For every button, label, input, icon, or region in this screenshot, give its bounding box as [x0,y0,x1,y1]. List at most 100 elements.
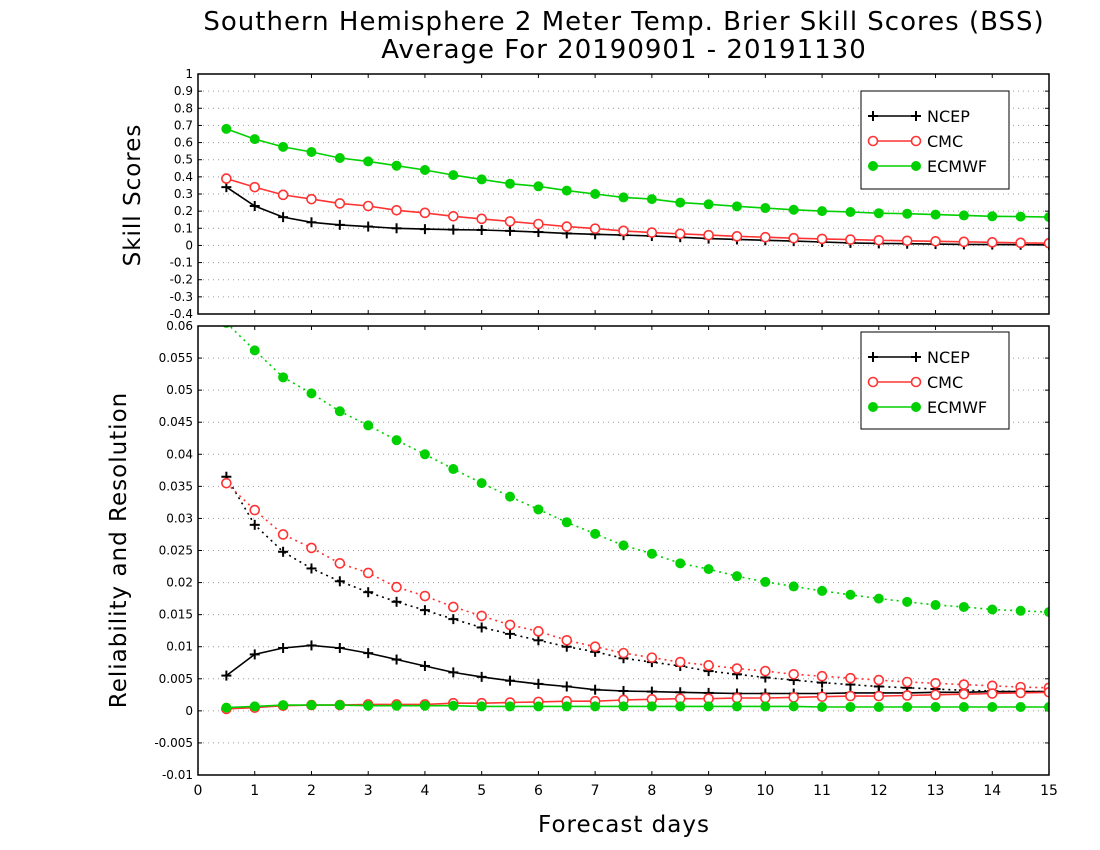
x-tick-label: 10 [756,783,774,799]
series-ecmwf-resolution-point [1015,605,1026,616]
series-ncep-point [334,219,345,230]
x-tick-label: 8 [647,783,656,799]
series-ncep-reliability-point [334,642,345,653]
series-ecmwf-point [249,134,260,145]
bottom-y-axis-label: Reliability and Resolution [106,392,132,708]
series-ecmwf-point [590,189,601,199]
series-cmc-point [334,198,346,209]
x-tick-label: 6 [534,783,543,799]
series-ecmwf-reliability-point [873,702,884,713]
plot-frame [197,73,1050,315]
series-cmc-point [476,213,487,225]
series-ecmwf-reliability-point [703,701,714,712]
series-ecmwf-resolution-point [561,517,572,528]
y-tick-label: 0.9 [174,84,193,98]
series-cmc-point [958,236,970,248]
series-ecmwf-resolution-point [448,464,459,475]
series-cmc-resolution-point [419,590,431,602]
series-cmc-resolution-point [476,610,487,622]
series-ecmwf-resolution-point [618,540,629,551]
series-cmc-point [901,235,913,247]
series-ecmwf-resolution-point [731,571,742,582]
series-cmc-point [1043,237,1049,249]
series-ecmwf-reliability-point [391,700,402,711]
series-ecmwf-point [987,211,998,222]
series-cmc-point [306,193,317,205]
series-ecmwf-resolution-point [1044,607,1049,618]
series-cmc-resolution-point [589,641,601,653]
series-ncep-resolution-point [448,614,459,625]
series-cmc-resolution-point [873,674,885,686]
series-ecmwf-point [731,201,742,212]
series-ecmwf-point [703,199,714,210]
y-tick-label: 0.1 [174,221,193,235]
y-tick-label: 0.06 [166,319,193,333]
series-ecmwf-resolution-point [646,548,657,559]
series-cmc-resolution-point [306,542,317,554]
series-ecmwf-reliability-point [1044,702,1049,713]
series-ecmwf-point [561,185,572,196]
series-cmc-point [533,218,544,230]
series-cmc-reliability-point [731,692,743,704]
y-tick-label: 0.2 [174,204,193,218]
series-cmc-point [589,223,601,234]
series-cmc-resolution-point [277,529,289,540]
series-cmc-point [249,181,261,193]
series-ecmwf-reliability-point [987,702,998,713]
series-cmc-point [788,232,800,244]
series-ncep-resolution-point [249,519,260,530]
series-ncep-point [448,224,459,235]
series-ncep-reliability-point [505,675,516,686]
series-cmc-point [674,228,686,240]
series-ecmwf-resolution-point [902,596,913,607]
series-cmc-resolution-point [816,670,828,682]
series-cmc-resolution-point [901,676,913,688]
series-cmc-point [816,233,828,245]
series-ecmwf-point [419,165,430,175]
series-cmc-resolution-point [845,672,856,684]
series-cmc-resolution-point [703,660,714,671]
series-cmc-point [986,237,998,248]
y-tick-label: 0.045 [159,415,193,429]
series-ecmwf-reliability-point [278,700,289,711]
series-ncep-reliability-point [590,684,601,695]
chart-title-line2: Average For 20190901 - 20191130 [381,35,867,65]
series-ncep-resolution-point [391,596,402,607]
series-cmc-reliability-point [1015,687,1026,699]
legend-box [860,331,1010,430]
series-ncep-reliability-point [363,648,374,659]
legend-ecmwf-marker-left [868,402,878,412]
series-cmc-point [419,207,431,219]
series-ecmwf-resolution-point [278,372,289,383]
series-cmc-resolution-point [760,665,771,677]
series-ecmwf-resolution-point [987,604,998,615]
legend-cmc-label: CMC [927,373,963,392]
series-cmc-point [362,200,374,212]
y-tick-label: -0.1 [170,256,193,270]
y-tick-label: 0 [185,704,193,718]
y-tick-label: 0.5 [174,153,193,167]
series-cmc-point [618,225,629,237]
series-ncep-reliability-point [618,685,629,696]
series-ecmwf-reliability-point [419,700,430,711]
y-tick-label: 0.3 [174,187,193,201]
x-tick-label: 14 [983,783,1001,799]
series-ecmwf-point [618,192,629,203]
series-ecmwf-point [1044,212,1049,223]
series-ecmwf-point [675,197,686,208]
series-ecmwf-reliability-point [363,700,374,711]
legend: NCEP CMC ECMWF [860,90,1010,190]
legend-ncep-marker-left [868,352,878,362]
series-ecmwf-resolution-point [476,478,487,489]
y-tick-label: 0.055 [159,351,193,365]
series-ecmwf-point [1015,211,1026,222]
legend-cmc-label: CMC [927,132,963,151]
y-tick-label: -0.2 [170,273,193,287]
series-cmc-resolution-point [504,619,516,631]
series-cmc-reliability-point [930,689,941,701]
series-ncep-reliability-point [278,642,289,653]
series-ecmwf-reliability-point [533,701,544,712]
series-ecmwf-reliability-point [646,701,657,712]
series-ecmwf-reliability-point [675,701,686,712]
